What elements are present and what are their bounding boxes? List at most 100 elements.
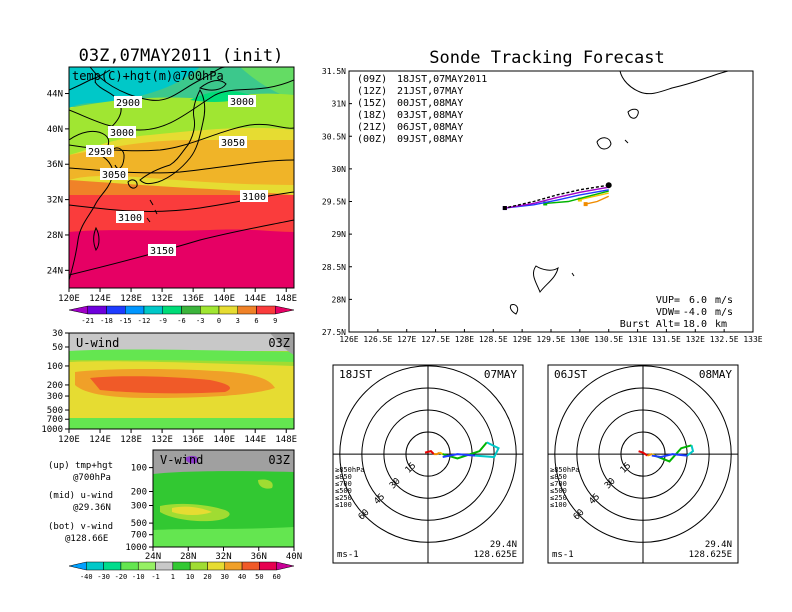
hodograph-unit-label: ms-1 (337, 550, 359, 560)
hodograph-wind-trace (686, 445, 695, 457)
u-wind-y-tick-label: 100 (47, 362, 63, 372)
colorbar-label: -20 (115, 573, 128, 581)
colorbar-swatch (172, 561, 191, 571)
v-wind-y-tick-label: 500 (131, 519, 147, 529)
hodograph-date-label: 07MAY (484, 368, 517, 381)
u-wind-y-tick-label: 200 (47, 381, 63, 391)
map-axis-ticks: 120E 124E 128E 132E 136E 140E 144E 148E 24N 28N 32… (47, 90, 297, 304)
u-wind-x-tick-label: 120E (58, 435, 80, 445)
hodograph-rings (548, 365, 738, 563)
note-sub: @700hPa (73, 473, 111, 483)
colorbar-label: 10 (186, 573, 194, 581)
u-wind-x-tick-label: 144E (244, 435, 266, 445)
hodograph-date-label: 08MAY (699, 368, 732, 381)
v-wind-y-tick-label: 200 (131, 488, 147, 498)
param-unit-vdw: m/s (715, 307, 733, 318)
track-y-tick-label: 29.5N (322, 198, 346, 207)
colorbar-label: -21 (81, 317, 94, 325)
note-head: (bot) v-wind (48, 522, 113, 532)
u-wind-field (69, 333, 294, 429)
track-burst-marker (502, 206, 507, 211)
contour-label: 3150 (150, 246, 174, 257)
hodograph-lat-label: 29.4N (490, 540, 517, 550)
track-x-tick-label: 128E (455, 335, 474, 344)
colorbar-label: -10 (132, 573, 145, 581)
colorbar-swatch (125, 305, 145, 315)
u-wind-y-tick-label: 500 (47, 406, 63, 416)
map-title: 03Z,07MAY2011 (init) (79, 46, 284, 66)
hodograph-lon-label: 128.625E (689, 550, 732, 560)
colorbar-swatch (189, 561, 208, 571)
track-x-tick-label: 127E (397, 335, 416, 344)
hodograph-wind-trace (474, 441, 500, 459)
colorbar-swatch (200, 305, 220, 315)
colorbar-label: -12 (138, 317, 151, 325)
hodograph-wind-trace (647, 453, 653, 457)
map-x-tick-label: 124E (89, 294, 111, 304)
colorbar-swatch (68, 561, 87, 571)
track-islands (509, 71, 729, 315)
track-x-tick-label: 130E (570, 335, 589, 344)
colorbar-label: 30 (221, 573, 229, 581)
track-x-tick-label: 130.5E (594, 335, 623, 344)
colorbar-swatch (137, 561, 156, 571)
track-x-tick-label: 133E (743, 335, 762, 344)
contour-label: 3000 (230, 97, 254, 108)
track-burst-marker (543, 201, 548, 206)
colorbar-swatch (155, 561, 174, 571)
track-line (504, 189, 609, 209)
v-wind-y-tick-label: 300 (131, 501, 147, 511)
contour-label: 3100 (118, 213, 142, 224)
u-wind-y-tick-label: 300 (47, 392, 63, 402)
track-y-tick-label: 29N (332, 230, 347, 239)
map-y-tick-label: 40N (47, 125, 63, 135)
contour-label: 2900 (116, 98, 140, 109)
hodograph-time-label: 06JST (554, 368, 587, 381)
u-wind-x-tick-label: 128E (120, 435, 142, 445)
map-frame (68, 66, 295, 289)
v-wind-y-tick-label: 700 (131, 531, 147, 541)
launch-point (605, 182, 612, 189)
track-x-tick-label: 132.5E (710, 335, 739, 344)
panel-notes: (up) tmp+hgt @700hPa (mid) u-wind @29.36… (48, 461, 113, 544)
track-x-tick-label: 126E (339, 335, 358, 344)
track-x-tick-label: 126.5E (363, 335, 392, 344)
hodograph-wind-trace (638, 450, 648, 457)
colorbar-label: 9 (273, 317, 277, 325)
legend-code: (09Z) (357, 74, 387, 85)
legend-text: 06JST,08MAY (397, 122, 463, 133)
u-wind-time: 03Z (268, 336, 290, 350)
track-y-tick-label: 30N (332, 165, 347, 174)
hodograph-level-label: ≤700 (550, 480, 567, 488)
map-y-tick-label: 36N (47, 160, 63, 170)
hodograph-rings (333, 365, 523, 563)
legend-text: 03JST,08MAY (397, 110, 463, 121)
temperature-field (69, 67, 294, 288)
colorbar-label: -18 (100, 317, 113, 325)
legend-code: (15Z) (357, 98, 387, 109)
colorbar-swatch (87, 305, 107, 315)
colorbar-swatch (237, 305, 257, 315)
param-key-vup: VUP= (656, 295, 680, 306)
u-wind-label: U-wind (76, 336, 119, 350)
track-y-tick-label: 28N (332, 295, 347, 304)
v-wind-x-tick-label: 36N (251, 552, 267, 562)
hodograph-time-label: 18JST (339, 368, 372, 381)
contour-label: 3050 (221, 138, 245, 149)
map-x-tick-label: 128E (120, 294, 142, 304)
colorbar-label: -6 (177, 317, 185, 325)
track-burst-marker (577, 197, 582, 202)
hodograph-level-label: ≤250 (335, 494, 352, 502)
hodograph-level-label: ≥850hPa (550, 466, 580, 474)
track-line (545, 190, 609, 205)
track-line (504, 184, 609, 209)
track-line (585, 195, 610, 205)
track-line (504, 186, 609, 209)
track-x-tick-label: 128.5E (479, 335, 508, 344)
track-x-tick-label: 131.5E (652, 335, 681, 344)
colorbar-label: -9 (159, 317, 167, 325)
colorbar-label: 20 (203, 573, 211, 581)
track-x-tick-label: 129.5E (537, 335, 566, 344)
